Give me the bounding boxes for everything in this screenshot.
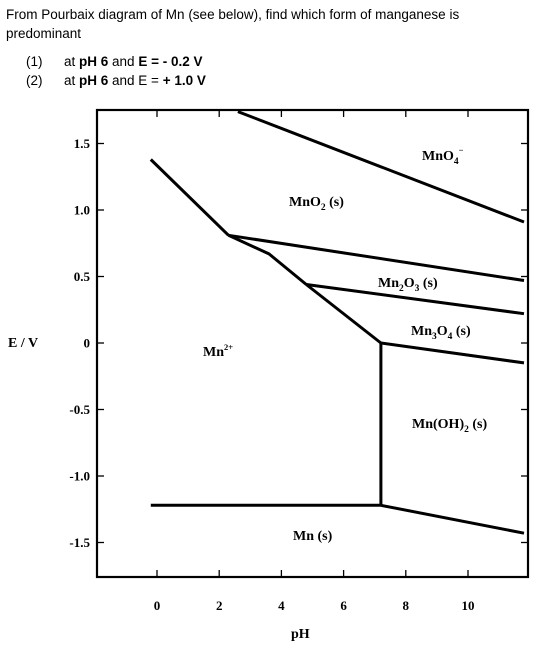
x-tick-label: 2 (216, 598, 223, 613)
x-tick-label: 0 (154, 598, 161, 613)
x-tick-label: 8 (403, 598, 410, 613)
y-tick-label: 1.0 (74, 203, 90, 218)
y-axis-label: E / V (8, 336, 38, 351)
region-mn: Mn (s) (293, 529, 333, 544)
item-prefix: at (64, 54, 80, 69)
boundary-mn2plus-mn3o4 (305, 283, 382, 345)
label-sub: 2 (321, 203, 326, 213)
label-b: O (437, 324, 448, 339)
tick-labels: 0 2 4 6 8 10 1.5 1.0 0.5 0 -0.5 -1.0 -1.5 (69, 136, 474, 613)
region-mn2plus: Mn2+ (203, 342, 233, 360)
boundary-mno2-mn2o3 (228, 233, 525, 282)
label-sub2: 3 (415, 284, 420, 294)
label-sub1: 3 (432, 332, 437, 342)
boundary-mn3o4-mnoh2 (380, 341, 525, 365)
item-ph: pH 6 (79, 54, 109, 69)
label-sub: 2 (464, 425, 469, 435)
label-sub1: 2 (399, 284, 404, 294)
x-tick-label: 10 (462, 598, 475, 613)
label-base: Mn (203, 345, 224, 360)
y-tick-label: 0 (84, 336, 91, 351)
region-mno4: MnO4− (422, 145, 464, 167)
label-a: Mn (411, 324, 432, 339)
label-tail: (s) (326, 195, 345, 210)
region-mnoh2: Mn(OH)2 (s) (412, 417, 487, 435)
boundary-mn2plus-mno2 (149, 158, 230, 237)
item-mid: and (108, 54, 139, 69)
y-tick-label: -1.5 (69, 535, 90, 550)
item-mid: and E = (108, 73, 163, 88)
x-tick-label: 4 (278, 598, 285, 613)
x-axis-label: pH (291, 627, 310, 642)
label-sub: 4 (454, 157, 459, 167)
boundary-mno4-mno2 (237, 110, 525, 224)
item-ph: pH 6 (79, 73, 109, 88)
region-mn3o4: Mn3O4 (s) (411, 324, 471, 342)
label-tail: (s) (469, 417, 488, 432)
label-sup: 2+ (224, 342, 233, 352)
y-tick-label: -1.0 (69, 469, 90, 484)
item-text: at pH 6 and E = - 0.2 V (64, 54, 202, 69)
y-tick-label: 1.5 (74, 136, 91, 151)
x-tick-label: 6 (340, 598, 347, 613)
item-number: (1) (26, 54, 43, 69)
label-sup: − (459, 145, 464, 155)
label-b: O (404, 276, 415, 291)
y-tick-label: -0.5 (69, 402, 90, 417)
tick-marks (97, 110, 528, 577)
item-e: + 1.0 V (162, 73, 206, 88)
boundary-lines (149, 110, 525, 535)
y-tick-label: 0.5 (74, 269, 91, 284)
boundary-mn2plus-mn2o3 (227, 233, 308, 286)
region-mn2o3: Mn2O3 (s) (378, 276, 438, 294)
item-prefix: at (64, 73, 80, 88)
item-number: (2) (26, 73, 43, 88)
label-base: MnO (422, 149, 454, 164)
label-tail: (s) (452, 324, 471, 339)
label-base: MnO (289, 195, 321, 210)
label-base: Mn(OH) (412, 417, 464, 432)
plot-frame (95, 108, 530, 579)
label-a: Mn (378, 276, 399, 291)
label-base: Mn (s) (293, 529, 333, 544)
boundary-mn2o3-mn3o4 (306, 283, 525, 316)
question-intro: From Pourbaix diagram of Mn (see below),… (6, 7, 460, 41)
item-text: at pH 6 and E = + 1.0 V (64, 73, 206, 88)
item-e: E = - 0.2 V (138, 54, 203, 69)
region-mno2: MnO2 (s) (289, 195, 344, 213)
boundary-mnoh2-mn (380, 503, 525, 535)
label-tail: (s) (419, 276, 438, 291)
label-sub2: 4 (448, 332, 453, 342)
